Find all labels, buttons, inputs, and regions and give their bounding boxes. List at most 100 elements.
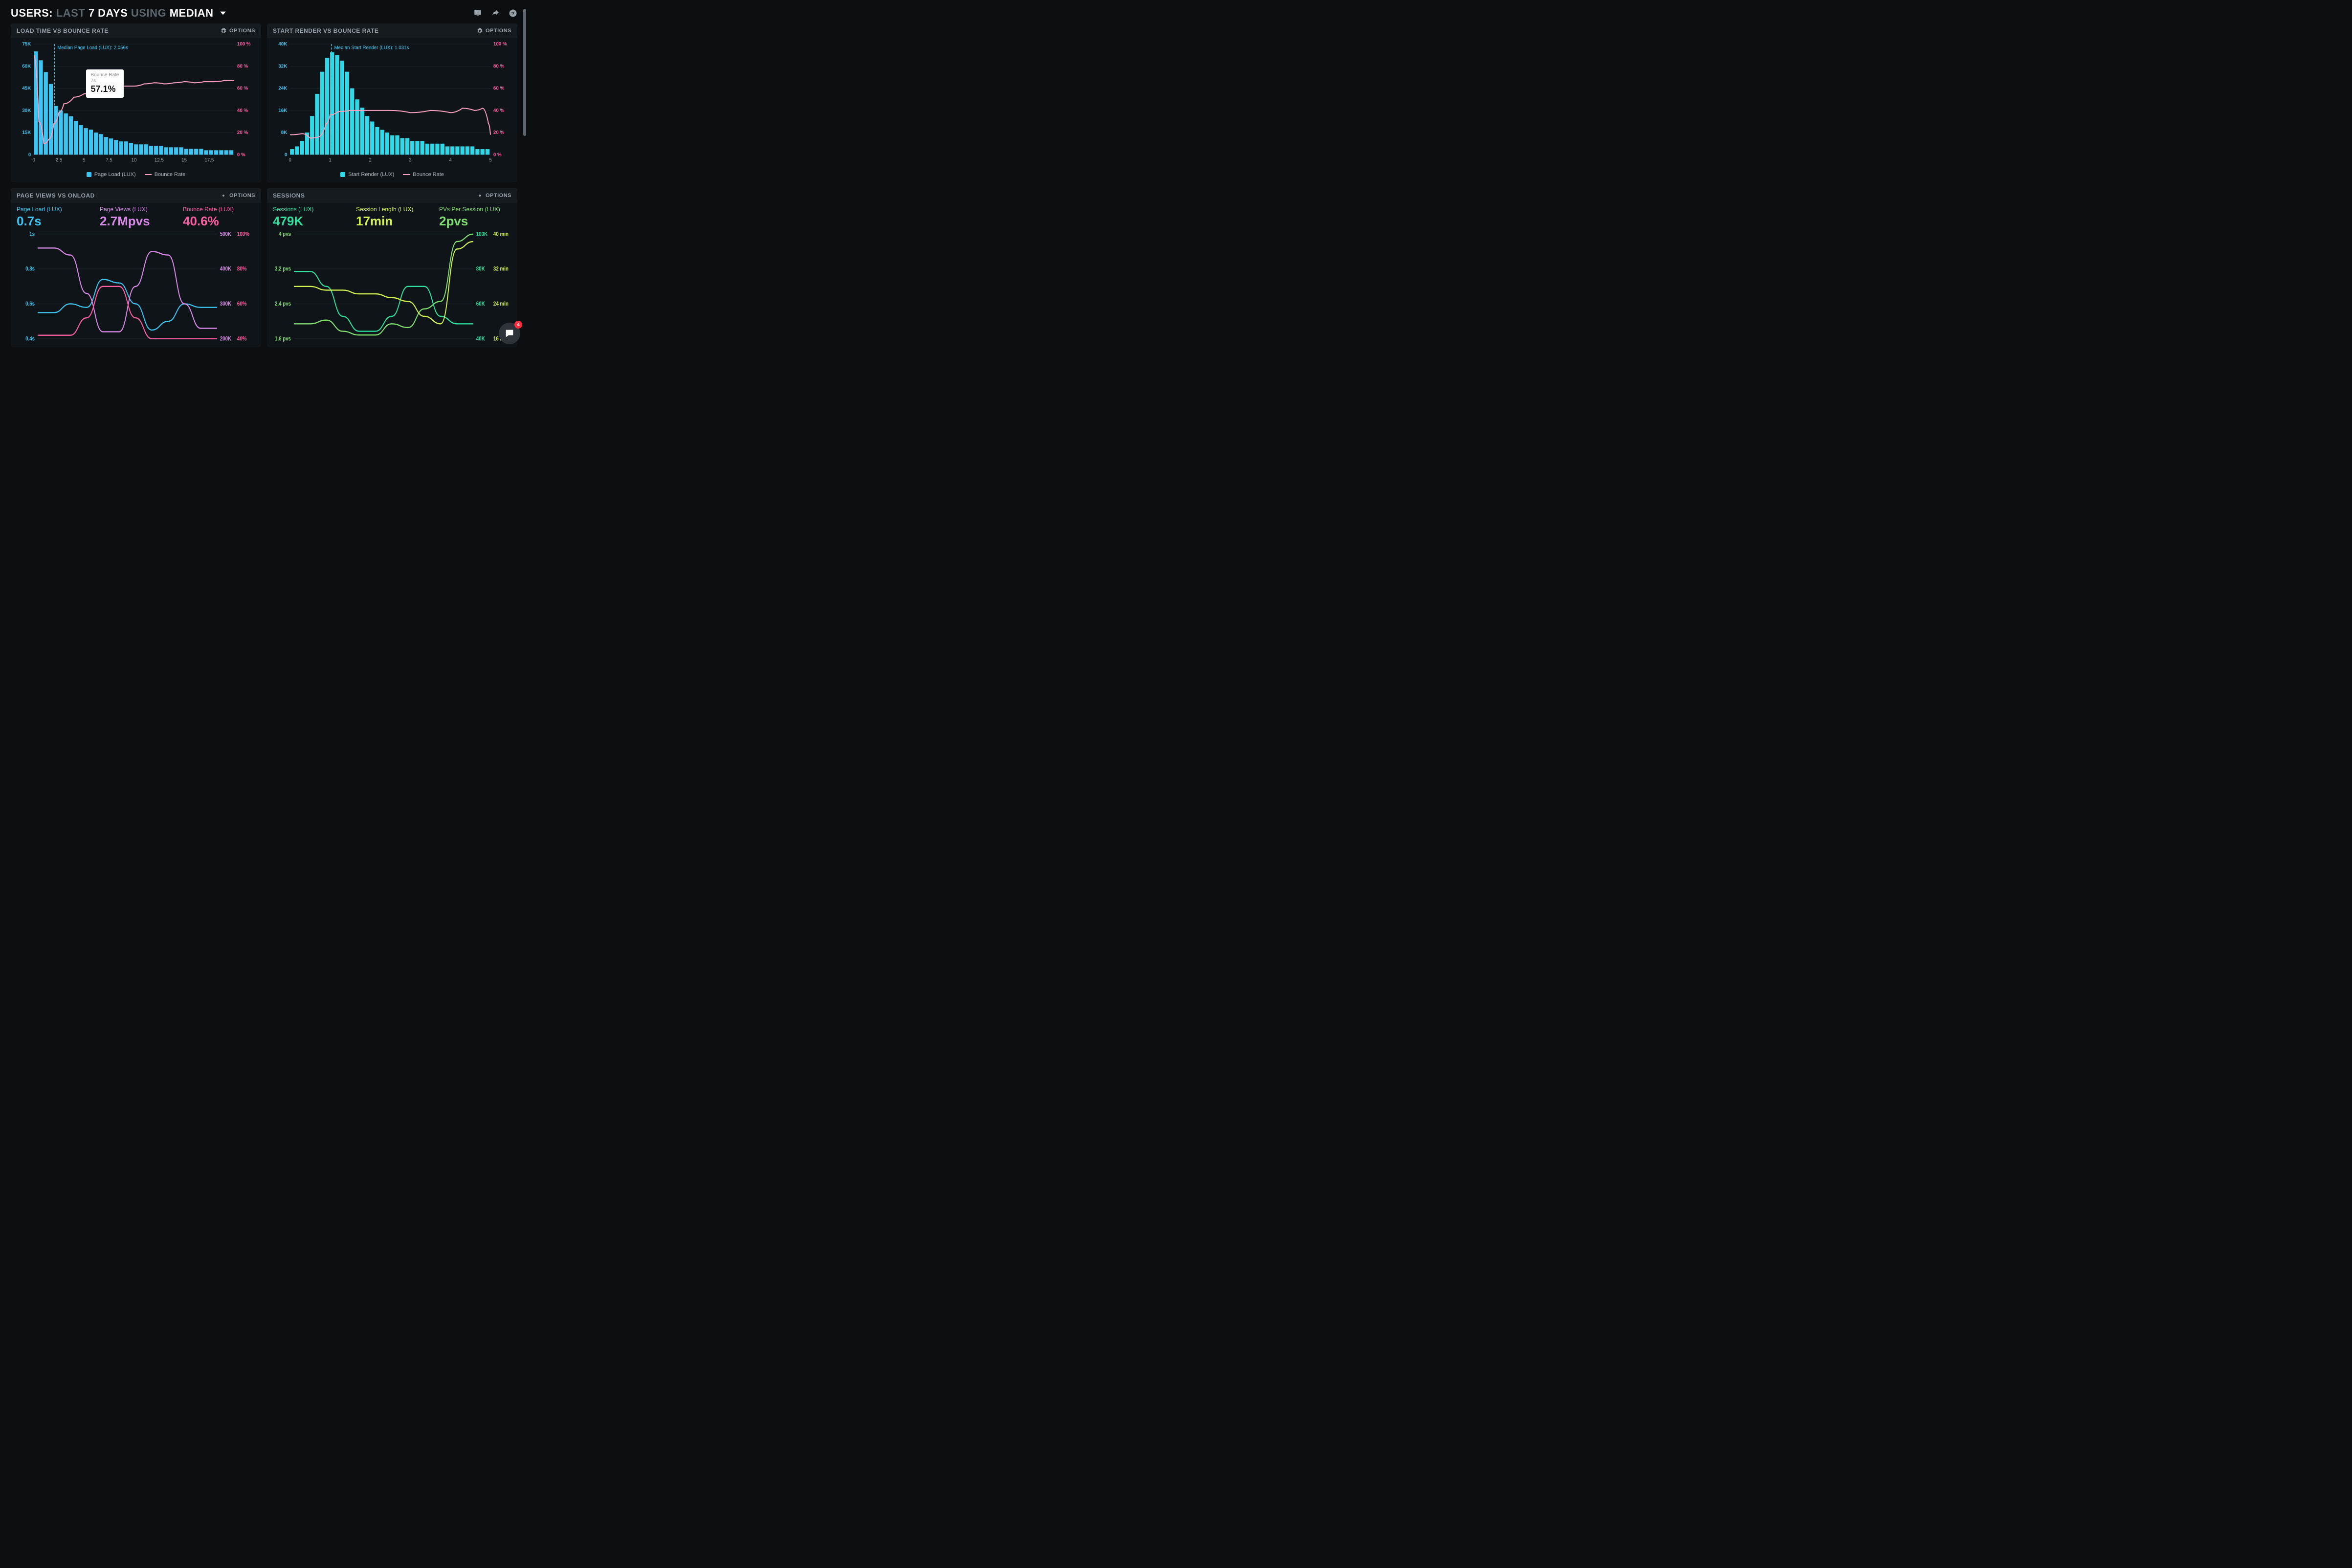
gear-icon: [477, 193, 483, 199]
svg-text:2: 2: [369, 157, 372, 163]
svg-text:45K: 45K: [22, 86, 31, 91]
chart-sessions: 4 pvs3.2 pvs2.4 pvs1.6 pvs100K40 min80K3…: [273, 232, 511, 342]
panel-load-time: LOAD TIME VS BOUNCE RATE OPTIONS 0 15K 30K…: [11, 23, 261, 182]
svg-text:7.5: 7.5: [106, 157, 112, 163]
svg-text:80K: 80K: [476, 266, 485, 272]
svg-text:1s: 1s: [29, 232, 35, 238]
options-label: OPTIONS: [486, 193, 511, 199]
svg-text:2.5: 2.5: [56, 157, 63, 163]
panel-title: SESSIONS: [273, 192, 305, 199]
gear-icon: [221, 193, 226, 199]
svg-text:1.6 pvs: 1.6 pvs: [275, 336, 291, 342]
svg-text:8K: 8K: [281, 130, 288, 135]
stat-card: Page Load (LUX)0.7s: [17, 206, 89, 229]
svg-text:0 %: 0 %: [237, 152, 245, 157]
svg-text:75K: 75K: [22, 42, 31, 47]
stat-label: Page Load (LUX): [17, 206, 89, 213]
svg-text:4 pvs: 4 pvs: [279, 232, 291, 238]
svg-text:3.2 pvs: 3.2 pvs: [275, 266, 291, 272]
svg-text:40 min: 40 min: [493, 232, 509, 238]
stat-card: Bounce Rate (LUX)40.6%: [183, 206, 255, 229]
stats-row: Page Load (LUX)0.7s Page Views (LUX)2.7Mp…: [11, 203, 261, 229]
options-button[interactable]: OPTIONS: [221, 193, 255, 199]
title-dropdown[interactable]: USERS: LAST 7 DAYS USING MEDIAN: [11, 7, 228, 20]
header-icons: ?: [473, 9, 517, 18]
stat-label: Session Length (LUX): [356, 206, 428, 213]
svg-text:100 %: 100 %: [237, 42, 251, 47]
svg-text:0.6s: 0.6s: [25, 301, 35, 307]
svg-text:80 %: 80 %: [237, 64, 248, 69]
svg-text:500K: 500K: [220, 232, 231, 238]
legend-item: Start Render (LUX): [340, 172, 394, 177]
svg-text:40 %: 40 %: [237, 108, 248, 113]
share-icon[interactable]: [491, 9, 500, 18]
chart-load-time: 015K30K45K60K75K0 %20 %40 %60 %80 %100 %…: [17, 41, 255, 171]
stat-value: 0.7s: [17, 214, 89, 229]
svg-text:?: ?: [511, 11, 514, 17]
svg-text:60%: 60%: [237, 301, 247, 307]
svg-text:100 %: 100 %: [493, 42, 507, 47]
options-label: OPTIONS: [486, 28, 511, 34]
stat-card: Page Views (LUX)2.7Mpvs: [100, 206, 172, 229]
svg-text:60 %: 60 %: [237, 86, 248, 91]
options-label: OPTIONS: [229, 193, 255, 199]
svg-text:4: 4: [449, 157, 452, 163]
stat-value: 2.7Mpvs: [100, 214, 172, 229]
svg-text:40K: 40K: [278, 42, 288, 47]
gear-icon: [221, 28, 226, 34]
svg-text:300K: 300K: [220, 301, 231, 307]
options-button[interactable]: OPTIONS: [477, 28, 511, 34]
stats-row: Sessions (LUX)479KSession Length (LUX)17…: [267, 203, 517, 229]
svg-text:30K: 30K: [22, 108, 31, 113]
svg-text:Median Page Load (LUX): 2.056s: Median Page Load (LUX): 2.056s: [57, 45, 128, 50]
panel-title: LOAD TIME VS BOUNCE RATE: [17, 27, 109, 34]
svg-text:100%: 100%: [237, 232, 249, 238]
svg-text:15: 15: [181, 157, 187, 163]
stat-label: Page Views (LUX): [100, 206, 172, 213]
header: USERS: LAST 7 DAYS USING MEDIAN ?: [0, 0, 528, 23]
legend-item: Page Load (LUX): [87, 172, 136, 177]
stat-card: PVs Per Session (LUX)2pvs: [439, 206, 511, 229]
svg-text:32K: 32K: [278, 64, 288, 69]
stat-value: 479K: [273, 214, 345, 229]
svg-text:60K: 60K: [476, 301, 485, 307]
svg-text:80 %: 80 %: [493, 64, 504, 69]
monitor-icon[interactable]: [473, 9, 482, 18]
panel-page-views: PAGE VIEWS VS ONLOAD OPTIONS Page Load (…: [11, 188, 261, 347]
panel-title: START RENDER VS BOUNCE RATE: [273, 27, 378, 34]
svg-text:3: 3: [409, 157, 412, 163]
svg-text:5: 5: [489, 157, 492, 163]
svg-text:60 %: 60 %: [493, 86, 504, 91]
help-icon[interactable]: ?: [509, 9, 517, 18]
stat-label: Bounce Rate (LUX): [183, 206, 255, 213]
svg-text:Median Start Render (LUX): 1.0: Median Start Render (LUX): 1.031s: [334, 45, 409, 50]
svg-text:0: 0: [285, 152, 288, 157]
svg-text:16K: 16K: [278, 108, 288, 113]
scrollbar[interactable]: [523, 9, 526, 136]
stat-value: 17min: [356, 214, 428, 229]
stat-label: PVs Per Session (LUX): [439, 206, 511, 213]
chart-page-views: 1s0.8s0.6s0.4s500K100%400K80%300K60%200K…: [17, 232, 255, 342]
svg-text:0.8s: 0.8s: [25, 266, 35, 272]
options-button[interactable]: OPTIONS: [221, 28, 255, 34]
panel-title: PAGE VIEWS VS ONLOAD: [17, 192, 95, 199]
dashboard-grid: LOAD TIME VS BOUNCE RATE OPTIONS 0 15K 30K…: [0, 23, 528, 347]
dashboard-frame: USERS: LAST 7 DAYS USING MEDIAN ? LOAD T…: [0, 0, 528, 352]
svg-text:32 min: 32 min: [493, 266, 509, 272]
svg-text:200K: 200K: [220, 336, 231, 342]
stat-value: 40.6%: [183, 214, 255, 229]
svg-text:1: 1: [329, 157, 332, 163]
chat-button[interactable]: 4: [499, 323, 520, 344]
svg-text:0: 0: [288, 157, 291, 163]
options-button[interactable]: OPTIONS: [477, 193, 511, 199]
chart-legend: Page Load (LUX) Bounce Rate: [17, 171, 255, 177]
legend-item: Bounce Rate: [145, 172, 186, 177]
svg-text:0: 0: [28, 152, 31, 157]
stat-value: 2pvs: [439, 214, 511, 229]
chevron-down-icon: [218, 8, 228, 18]
svg-text:80%: 80%: [237, 266, 247, 272]
svg-text:15K: 15K: [22, 130, 31, 135]
svg-text:10: 10: [132, 157, 137, 163]
options-label: OPTIONS: [229, 28, 255, 34]
svg-text:60K: 60K: [22, 64, 31, 69]
